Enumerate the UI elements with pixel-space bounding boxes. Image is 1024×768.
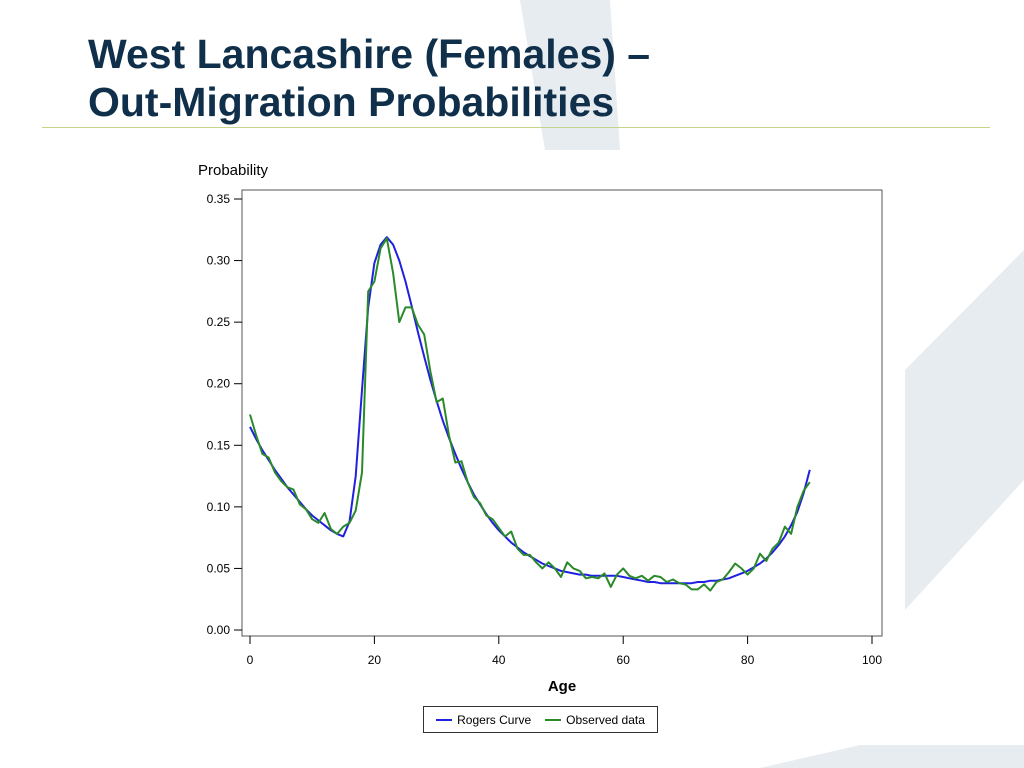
y-axis-title: Probability xyxy=(198,162,269,179)
x-tick-label: 20 xyxy=(368,653,382,667)
y-tick-label: 0.05 xyxy=(207,561,231,575)
x-tick-label: 80 xyxy=(741,653,755,667)
y-tick-label: 0.30 xyxy=(207,254,231,268)
y-tick-label: 0.10 xyxy=(207,500,231,514)
y-tick-label: 0.35 xyxy=(207,192,231,206)
legend-swatch-observed-data xyxy=(545,718,562,721)
y-tick-label: 0.15 xyxy=(207,438,231,452)
x-tick-label: 40 xyxy=(492,653,506,667)
y-tick-label: 0.00 xyxy=(207,623,231,637)
slide-title-line1: West Lancashire (Females) – xyxy=(88,31,651,77)
legend-label-observed-data: Observed data xyxy=(566,712,645,727)
y-tick-label: 0.25 xyxy=(207,315,231,329)
legend-label-rogers-curve: Rogers Curve xyxy=(457,712,532,727)
x-axis-title: Age xyxy=(548,678,576,695)
y-tick-label: 0.20 xyxy=(207,377,231,391)
chart-legend: Rogers Curve Observed data xyxy=(423,706,658,733)
x-tick-label: 100 xyxy=(862,653,882,667)
x-tick-label: 0 xyxy=(247,653,254,667)
slide-title: West Lancashire (Females) – Out-Migratio… xyxy=(88,30,650,126)
title-divider xyxy=(42,127,990,128)
legend-swatch-rogers-curve xyxy=(436,718,453,721)
slide-title-line2: Out-Migration Probabilities xyxy=(88,79,615,125)
series-line-observed-data xyxy=(249,237,811,592)
plot-frame xyxy=(241,189,883,637)
legend-item-observed-data: Observed data xyxy=(545,713,645,727)
x-tick-label: 60 xyxy=(617,653,631,667)
legend-item-rogers-curve: Rogers Curve xyxy=(436,713,531,727)
